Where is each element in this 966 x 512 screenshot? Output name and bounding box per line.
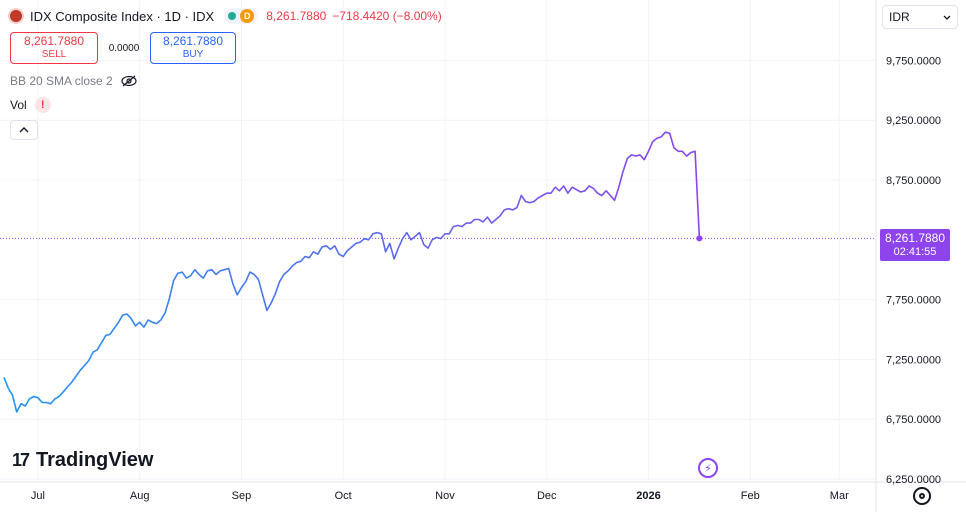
price-axis[interactable]: 9,750.0000 9,250.0000 8,750.0000 7,750.0000… (886, 55, 941, 486)
buy-price: 8,261.7880 (162, 34, 224, 48)
idx-logo-icon (8, 8, 24, 24)
bb-indicator-legend[interactable]: BB 20 SMA close 2 (10, 74, 137, 88)
symbol-header: IDX Composite Index · 1D · IDX D 8,261.7… (8, 6, 442, 26)
bar-countdown: 02:41:55 (893, 246, 937, 258)
market-status-pill[interactable]: D (224, 8, 259, 24)
x-tick-label: Nov (435, 490, 455, 502)
x-tick-label: Feb (741, 490, 760, 502)
currency-select[interactable]: IDR (882, 5, 958, 29)
warning-icon[interactable]: ! (34, 97, 51, 113)
y-tick-label: 6,750.0000 (886, 414, 941, 426)
chevron-up-icon (19, 127, 29, 133)
price-tag-value: 8,261.7880 (884, 231, 946, 245)
y-tick-label: 7,750.0000 (886, 295, 941, 307)
vol-indicator-label: Vol (10, 98, 27, 112)
sell-button[interactable]: 8,261.7880 SELL (10, 32, 98, 64)
y-tick-label: 9,250.0000 (886, 115, 941, 127)
eye-hidden-icon[interactable] (121, 75, 137, 87)
y-tick-label: 6,250.0000 (886, 474, 941, 486)
buy-label: BUY (182, 49, 204, 60)
tradingview-logo[interactable]: 17 TradingView (12, 449, 153, 472)
spread-value: 0.0000 (108, 42, 140, 54)
x-tick-label: Aug (130, 490, 150, 502)
last-price: 8,261.7880 (266, 9, 327, 23)
sell-price: 8,261.7880 (23, 34, 85, 48)
y-tick-label: 7,250.0000 (886, 354, 941, 366)
vol-indicator-legend[interactable]: Vol ! (10, 97, 51, 113)
brand-name: TradingView (36, 449, 154, 471)
bb-indicator-label: BB 20 SMA close 2 (10, 74, 113, 88)
y-tick-label: 9,750.0000 (886, 55, 941, 67)
x-tick-label: Mar (830, 490, 849, 502)
tradingview-mark-icon: 17 (12, 450, 30, 470)
delayed-data-icon: D (240, 9, 255, 23)
last-point (696, 235, 703, 242)
time-axis[interactable]: Jul Aug Sep Oct Nov Dec 2026 Feb Mar (31, 490, 849, 502)
symbol-title[interactable]: IDX Composite Index · 1D · IDX (30, 8, 215, 24)
series-line (3, 131, 701, 413)
collapse-legend-button[interactable] (10, 120, 38, 140)
x-tick-label: Dec (537, 490, 557, 502)
y-tick-label: 8,750.0000 (886, 175, 941, 187)
x-tick-label: Sep (232, 490, 252, 502)
trade-panel: 8,261.7880 SELL 0.0000 8,261.7880 BUY (10, 32, 236, 64)
lightning-icon[interactable]: ⚡ (698, 458, 718, 478)
buy-button[interactable]: 8,261.7880 BUY (150, 32, 236, 64)
x-tick-label: 2026 (636, 490, 660, 502)
sell-label: SELL (41, 49, 67, 60)
last-price-tag: 8,261.7880 02:41:55 (880, 229, 950, 261)
x-tick-label: Jul (31, 490, 45, 502)
price-change: −718.4420 (−8.00%) (332, 9, 442, 23)
gear-icon[interactable] (913, 487, 931, 505)
x-tick-label: Oct (335, 490, 352, 502)
currency-value: IDR (889, 10, 910, 24)
chevron-down-icon (943, 15, 951, 20)
market-open-icon (228, 12, 237, 20)
